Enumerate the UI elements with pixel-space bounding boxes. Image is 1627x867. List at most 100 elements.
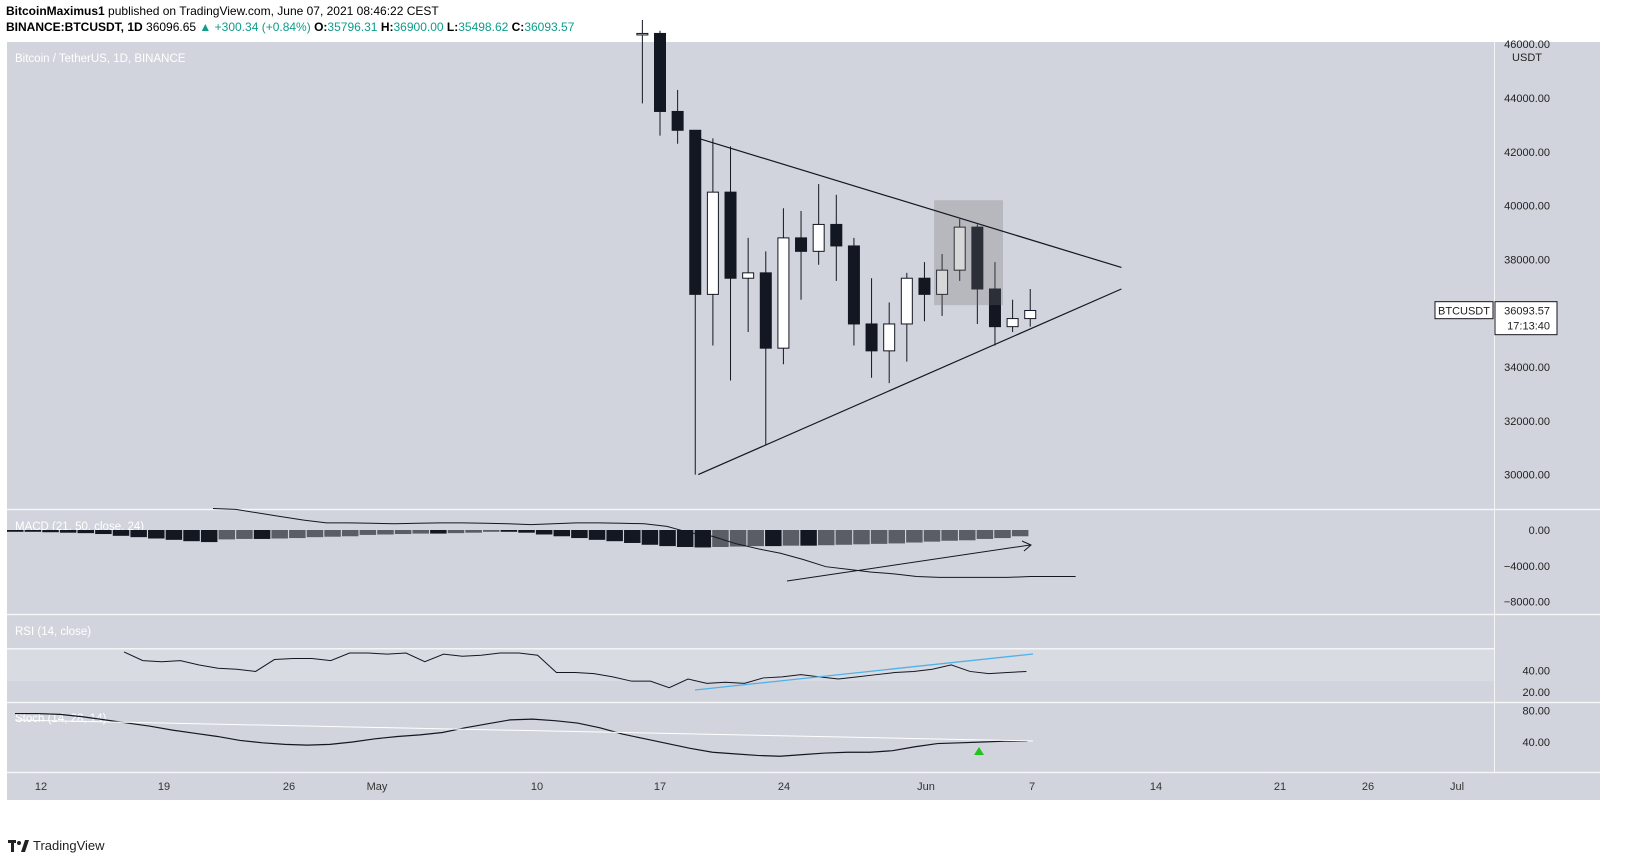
macd-bar — [747, 530, 764, 547]
candle — [759, 251, 772, 446]
candle — [1006, 299, 1019, 333]
header-line-2: BINANCE:BTCUSDT, 1D 36096.65 ▲ +300.34 (… — [6, 20, 574, 34]
rsi-trend-line — [694, 653, 1034, 691]
macd-bar — [24, 530, 42, 532]
macd-bar — [765, 530, 782, 547]
up-arrow-icon: ▲ — [199, 20, 212, 34]
macd-bar — [306, 530, 324, 538]
stoch-label: Stoch (14, 28, 14) — [15, 713, 107, 725]
currency-label: USDT — [1512, 52, 1542, 64]
macd-bar — [42, 530, 59, 533]
candle-body — [706, 191, 719, 295]
author-name[interactable]: BitcoinMaximus1 — [6, 4, 105, 18]
stoch-tick: 40.00 — [1522, 737, 1550, 749]
macd-bar — [377, 530, 394, 535]
candle-body — [671, 110, 684, 131]
candle-body — [971, 226, 984, 290]
macd-bar — [659, 530, 676, 547]
macd-arrow-head — [1021, 540, 1032, 552]
time-tick: 26 — [283, 781, 295, 793]
macd-bar — [817, 530, 835, 546]
macd-bar — [535, 530, 553, 535]
time-axis-bg — [7, 772, 1600, 800]
rsi-tick: 20.00 — [1522, 687, 1550, 699]
last-price: 36096.65 — [146, 20, 197, 34]
macd-bar — [553, 530, 571, 537]
candle — [953, 219, 966, 281]
candle — [988, 262, 1001, 346]
stoch-k-line — [15, 712, 1028, 757]
macd-bar — [976, 530, 994, 539]
macd-bar — [518, 530, 535, 533]
rsi-band — [7, 648, 1494, 682]
price-tick: 40000.00 — [1504, 201, 1550, 213]
candle-body — [742, 272, 755, 279]
candle — [742, 237, 755, 333]
macd-bar — [782, 530, 800, 546]
chart-title: Bitcoin / TetherUS, 1D, BINANCE — [15, 53, 186, 65]
candle — [883, 302, 896, 384]
macd-bar — [959, 530, 976, 541]
macd-bar — [923, 530, 941, 542]
macd-bar — [183, 530, 200, 542]
rsi-label: RSI (14, close) — [15, 626, 91, 638]
macd-bar — [253, 530, 271, 539]
macd-bar — [941, 530, 958, 541]
candle — [865, 278, 878, 378]
macd-bar — [271, 530, 288, 539]
macd-pane — [7, 510, 1494, 614]
macd-bar — [588, 530, 606, 540]
price-tick: 34000.00 — [1504, 362, 1550, 374]
candle-body — [936, 269, 949, 295]
time-tick: 26 — [1362, 781, 1374, 793]
price-tag — [1494, 301, 1558, 336]
time-tick: May — [367, 781, 388, 793]
candle-body — [953, 226, 966, 271]
time-tick: 12 — [35, 781, 47, 793]
candle — [847, 237, 860, 346]
macd-bar — [571, 530, 588, 539]
macd-bar — [624, 530, 641, 543]
macd-bar — [359, 530, 377, 535]
candle-body — [795, 237, 808, 252]
macd-bar — [500, 530, 518, 532]
time-tick: 7 — [1029, 781, 1035, 793]
price-tick: 38000.00 — [1504, 254, 1550, 266]
symbol-tag-text: BTCUSDT — [1438, 306, 1490, 318]
macd-bar — [112, 530, 130, 536]
macd-bar — [641, 530, 659, 545]
candle — [706, 138, 719, 346]
candle — [1024, 288, 1037, 327]
candle-body — [883, 323, 896, 352]
price-tick: 44000.00 — [1504, 93, 1550, 105]
candle-body — [1006, 318, 1019, 328]
macd-bar — [165, 530, 183, 540]
symbol-tag — [1434, 301, 1494, 320]
macd-bar — [7, 530, 24, 532]
macd-bar — [130, 530, 147, 538]
time-tick: 17 — [654, 781, 666, 793]
candle — [636, 19, 649, 104]
stoch-d-line — [14, 719, 1034, 742]
candle-body — [847, 245, 860, 325]
candle — [724, 146, 737, 381]
rsi-line — [123, 651, 1027, 689]
candle-body — [759, 272, 772, 349]
candle — [689, 129, 702, 475]
footer-brand[interactable]: TradingView — [33, 838, 105, 853]
candle-body — [777, 237, 790, 349]
macd-signal-line — [212, 508, 1076, 578]
macd-bar — [430, 530, 447, 534]
macd-bar — [994, 530, 1011, 539]
symbol-label: BINANCE:BTCUSDT, 1D — [6, 20, 143, 34]
close-value: 36093.57 — [524, 20, 575, 34]
open-label: O: — [314, 20, 328, 34]
low-label: L: — [446, 20, 459, 34]
candle — [971, 224, 984, 324]
candle — [918, 262, 931, 322]
macd-bar — [853, 530, 870, 545]
macd-bar — [447, 530, 465, 534]
header-line-1: BitcoinMaximus1 published on TradingView… — [6, 4, 439, 18]
macd-bar — [341, 530, 359, 537]
